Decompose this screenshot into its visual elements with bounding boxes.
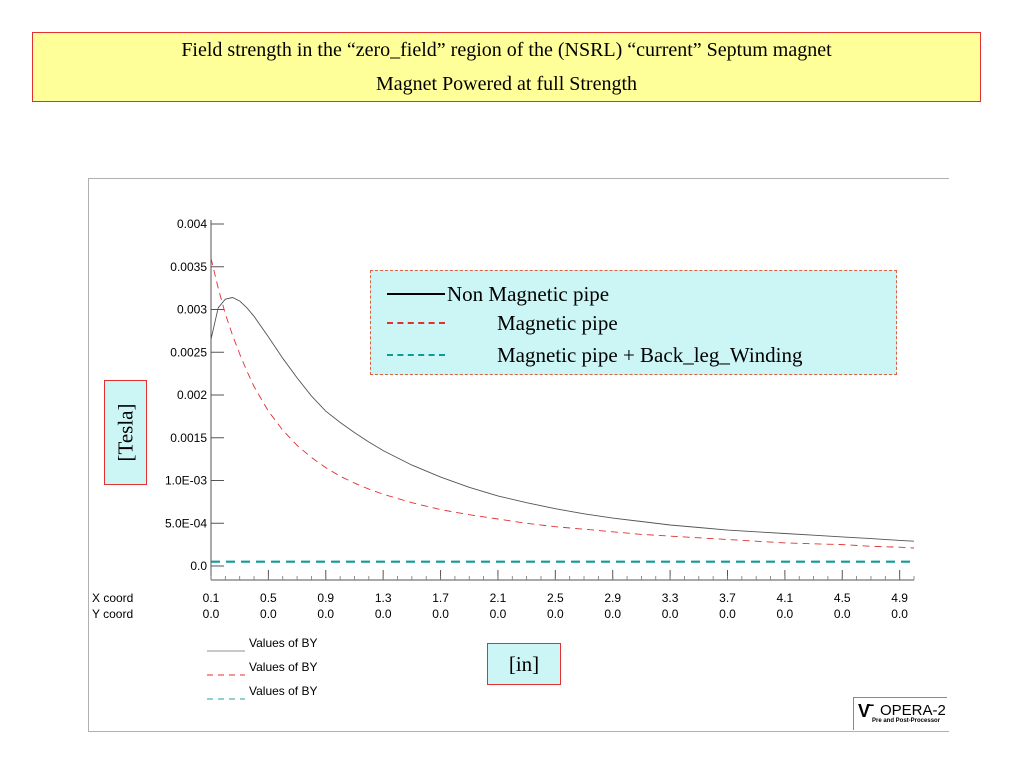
y-coord-value: 0.0 (834, 607, 851, 621)
legend-swatch-solid (387, 293, 445, 295)
legend-label: Magnetic pipe + Back_leg_Winding (497, 343, 803, 367)
y-tick-label: 0.0035 (170, 260, 207, 274)
chart-axes (210, 220, 915, 581)
plot-legend-label: Values of BY (249, 660, 317, 674)
y-tick-label: 0.003 (177, 303, 207, 317)
x-tick-label: 4.9 (891, 591, 908, 605)
y-coord-value: 0.0 (203, 607, 220, 621)
x-unit-label: [in] (487, 643, 561, 685)
y-tick-label: 0.004 (177, 217, 207, 231)
y-tick-label: 5.0E-04 (165, 516, 207, 530)
chart-series (210, 258, 915, 563)
legend-item-back-leg-winding: Magnetic pipe + Back_leg_Winding (371, 341, 896, 369)
y-coord-value: 0.0 (719, 607, 736, 621)
y-coord-value: 0.0 (662, 607, 679, 621)
y-coord-value: 0.0 (604, 607, 621, 621)
y-tick-label: 1.0E-03 (165, 474, 207, 488)
y-unit-text: [Tesla] (113, 403, 137, 462)
x-tick-label: 2.5 (547, 591, 564, 605)
x-tick-label: 2.1 (490, 591, 507, 605)
y-coord-value: 0.0 (777, 607, 794, 621)
y-coord-value: 0.0 (490, 607, 507, 621)
plot-legend-label: Values of BY (249, 636, 317, 650)
title-line-2: Magnet Powered at full Strength (375, 73, 638, 95)
plot-legend-label: Values of BY (249, 684, 317, 698)
x-tick-label: 4.5 (834, 591, 851, 605)
y-tick-label: 0.0015 (170, 431, 207, 445)
y-unit-label: [Tesla] (104, 380, 147, 485)
y-coord-value: 0.0 (375, 607, 392, 621)
x-tick-label: 0.5 (260, 591, 277, 605)
y-coord-value: 0.0 (317, 607, 334, 621)
x-tick-label: 1.3 (375, 591, 392, 605)
logo-subtitle: Pre and Post-Processor (872, 718, 941, 724)
x-tick-label: 4.1 (777, 591, 794, 605)
plot-frame (88, 178, 949, 732)
title-box: Field strength in the “zero_field” regio… (32, 32, 981, 102)
x-unit-text: [in] (508, 651, 540, 676)
series-line-non-magnetic-pipe (210, 297, 915, 542)
logo-name: OPERA-2 (880, 702, 946, 719)
legend-box: Non Magnetic pipe Magnetic pipe Magnetic… (370, 270, 897, 375)
x-coord-row-label: X coord (92, 591, 133, 605)
plot-legend: Values of BY Values of BY Values of BY (207, 636, 317, 700)
legend-swatch-teal-dashed (387, 354, 445, 356)
x-tick-label: 0.9 (317, 591, 334, 605)
legend-label: Non Magnetic pipe (447, 282, 610, 306)
legend-label: Magnetic pipe (497, 311, 618, 335)
x-tick-label: 3.7 (719, 591, 736, 605)
y-coord-value: 0.0 (547, 607, 564, 621)
chart-tick-labels: 0.0 5.0E-04 1.0E-03 0.0015 0.002 0.0025 0.003 0… (92, 217, 908, 621)
x-tick-label: 2.9 (604, 591, 621, 605)
title-line-1: Field strength in the “zero_field” regio… (181, 39, 832, 61)
x-tick-label: 0.1 (203, 591, 220, 605)
y-tick-label: 0.002 (177, 388, 207, 402)
y-tick-label: 0.0 (190, 559, 207, 573)
legend-item-magnetic-pipe: Magnetic pipe (371, 309, 896, 337)
y-coord-value: 0.0 (432, 607, 449, 621)
y-coord-value: 0.0 (891, 607, 908, 621)
legend-item-non-magnetic-pipe: Non Magnetic pipe (371, 280, 896, 308)
y-coord-row-label: Y coord (92, 607, 133, 621)
y-coord-value: 0.0 (260, 607, 277, 621)
legend-swatch-red-dashed (387, 322, 445, 324)
x-tick-label: 1.7 (432, 591, 449, 605)
y-tick-label: 0.0025 (170, 345, 207, 359)
x-tick-label: 3.3 (662, 591, 679, 605)
vf-logo-icon: Vˉ (858, 701, 874, 721)
opera-logo: Vˉ OPERA-2 Pre and Post-Processor (853, 697, 947, 730)
